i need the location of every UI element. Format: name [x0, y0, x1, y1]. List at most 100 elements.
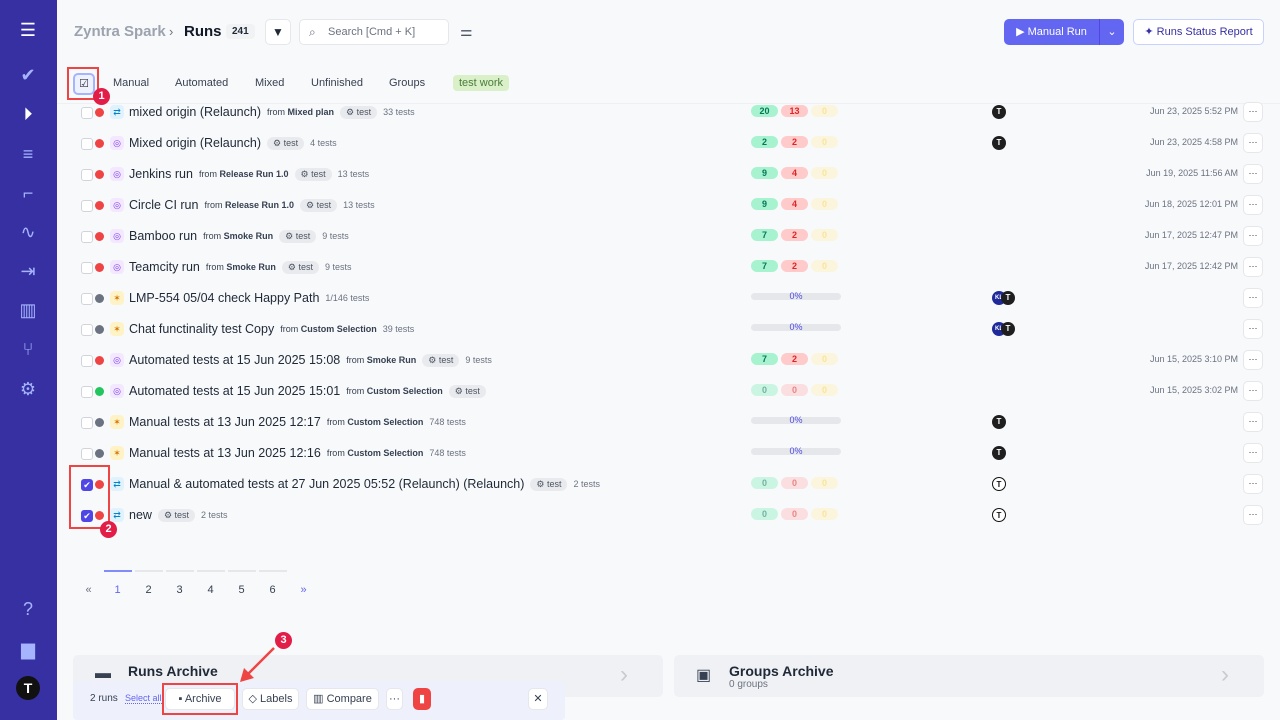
run-row[interactable]: ✶ LMP-554 05/04 check Happy Path 1/146 tes…: [57, 284, 1280, 315]
row-checkbox[interactable]: [81, 448, 93, 460]
tab-unfinished[interactable]: Unfinished: [311, 77, 363, 89]
page-4[interactable]: 4: [207, 584, 214, 596]
run-row[interactable]: ◎ Jenkins run from Release Run 1.0 ⚙ test 13…: [57, 160, 1280, 191]
row-more-button[interactable]: ···: [1243, 443, 1263, 463]
filter-button[interactable]: ▼: [265, 19, 291, 45]
row-more-button[interactable]: ···: [1243, 226, 1263, 246]
row-checkbox[interactable]: [81, 262, 93, 274]
row-more-button[interactable]: ···: [1243, 133, 1263, 153]
row-more-button[interactable]: ···: [1243, 474, 1263, 494]
select-all-link[interactable]: Select all: [125, 693, 162, 704]
steps-icon[interactable]: ⌐: [22, 183, 34, 203]
row-more-button[interactable]: ···: [1243, 412, 1263, 432]
settings-sliders-icon[interactable]: ⚌: [460, 23, 473, 39]
page-1[interactable]: 1: [114, 584, 121, 596]
run-title[interactable]: Manual tests at 13 Jun 2025 12:17: [129, 415, 321, 429]
run-title[interactable]: Automated tests at 15 Jun 2025 15:08: [129, 353, 341, 367]
row-checkbox[interactable]: [81, 138, 93, 150]
import-icon[interactable]: ⇥: [20, 261, 36, 281]
close-bulk-button[interactable]: ✕: [528, 688, 548, 710]
page-3[interactable]: 3: [176, 584, 183, 596]
row-checkbox[interactable]: [81, 324, 93, 336]
row-more-button[interactable]: ···: [1243, 195, 1263, 215]
menu-icon[interactable]: ☰: [19, 20, 37, 40]
row-checkbox[interactable]: [81, 417, 93, 429]
row-checkbox[interactable]: [81, 200, 93, 212]
play-circle-icon[interactable]: ⏵: [23, 104, 33, 124]
run-title[interactable]: Manual & automated tests at 27 Jun 2025 …: [129, 477, 525, 491]
select-mode-checkbox[interactable]: ☑: [73, 73, 95, 95]
delete-button[interactable]: ▮: [413, 688, 431, 710]
row-more-button[interactable]: ···: [1243, 288, 1263, 308]
tab-test-work[interactable]: test work: [453, 75, 510, 91]
manual-run-button[interactable]: ▶ Manual Run ⌄: [1004, 19, 1124, 45]
run-title[interactable]: LMP-554 05/04 check Happy Path: [129, 291, 320, 305]
row-checkbox[interactable]: [81, 107, 93, 119]
chevron-down-icon[interactable]: ⌄: [1099, 19, 1124, 45]
row-more-button[interactable]: ···: [1243, 319, 1263, 339]
row-more-button[interactable]: ···: [1243, 350, 1263, 370]
more-actions-button[interactable]: ···: [386, 688, 403, 710]
run-title[interactable]: Automated tests at 15 Jun 2025 15:01: [129, 384, 341, 398]
labels-button[interactable]: ◇ Labels: [242, 688, 299, 710]
search-input[interactable]: ⌕ Search [Cmd + K]: [299, 19, 449, 45]
run-row[interactable]: ✶ Manual tests at 13 Jun 2025 12:17 from C…: [57, 408, 1280, 439]
run-row[interactable]: ✶ Manual tests at 13 Jun 2025 12:16 from C…: [57, 439, 1280, 470]
run-title[interactable]: Jenkins run: [129, 167, 193, 181]
run-title[interactable]: Mixed origin (Relaunch): [129, 136, 262, 150]
compare-button[interactable]: ▥ Compare: [306, 688, 379, 710]
row-more-button[interactable]: ···: [1243, 164, 1263, 184]
row-checkbox[interactable]: [81, 355, 93, 367]
checklist-icon[interactable]: ≡: [22, 144, 34, 164]
help-icon[interactable]: ?: [22, 599, 33, 619]
page-6[interactable]: 6: [269, 584, 276, 596]
run-row[interactable]: ⇄ mixed origin (Relaunch) from Mixed plan ⚙…: [57, 98, 1280, 129]
row-checkbox[interactable]: ✔: [81, 479, 93, 491]
breadcrumb-project[interactable]: Zyntra Spark: [74, 23, 166, 40]
tab-mixed[interactable]: Mixed: [255, 77, 285, 89]
run-row[interactable]: ◎ Mixed origin (Relaunch) ⚙ test 4 tests 2 2 0…: [57, 129, 1280, 160]
run-title[interactable]: Bamboo run: [129, 229, 198, 243]
run-row[interactable]: ◎ Bamboo run from Smoke Run ⚙ test 9 tests 7 2…: [57, 222, 1280, 253]
folder-icon[interactable]: ▆: [21, 639, 35, 659]
run-row[interactable]: ◎ Automated tests at 15 Jun 2025 15:01 fro…: [57, 377, 1280, 408]
row-checkbox[interactable]: [81, 293, 93, 305]
archive-button[interactable]: ▪ Archive: [165, 688, 235, 710]
tab-automated[interactable]: Automated: [175, 77, 229, 89]
gear-icon[interactable]: ⚙: [19, 379, 37, 399]
row-more-button[interactable]: ···: [1243, 102, 1263, 122]
run-title[interactable]: mixed origin (Relaunch): [129, 105, 262, 119]
run-title[interactable]: Teamcity run: [129, 260, 200, 274]
row-checkbox[interactable]: ✔: [81, 510, 93, 522]
run-title[interactable]: new: [129, 508, 152, 522]
page-5[interactable]: 5: [238, 584, 245, 596]
row-checkbox[interactable]: [81, 386, 93, 398]
row-more-button[interactable]: ···: [1243, 257, 1263, 277]
run-source: from Custom Selection: [280, 324, 377, 334]
pulse-icon[interactable]: ∿: [20, 222, 36, 242]
prev-page-button[interactable]: «: [85, 584, 92, 596]
run-row[interactable]: ◎ Teamcity run from Smoke Run ⚙ test 9 tests…: [57, 253, 1280, 284]
run-row[interactable]: ◎ Automated tests at 15 Jun 2025 15:08 fro…: [57, 346, 1280, 377]
page-2[interactable]: 2: [145, 584, 152, 596]
tab-manual[interactable]: Manual: [113, 77, 150, 89]
row-more-button[interactable]: ···: [1243, 381, 1263, 401]
run-title[interactable]: Circle CI run: [129, 198, 199, 212]
run-title[interactable]: Chat functinality test Copy: [129, 322, 275, 336]
run-row[interactable]: ✔ ⇄ new ⚙ test 2 tests 0 0 0 T ···: [57, 501, 1280, 532]
branch-icon[interactable]: ⑂: [22, 339, 34, 359]
run-row[interactable]: ✶ Chat functinality test Copy from Custom …: [57, 315, 1280, 346]
run-row[interactable]: ✔ ⇄ Manual & automated tests at 27 Jun 202…: [57, 470, 1280, 501]
runs-status-report-button[interactable]: ✦ Runs Status Report: [1133, 19, 1264, 45]
row-checkbox[interactable]: [81, 169, 93, 181]
tab-groups[interactable]: Groups: [389, 77, 426, 89]
next-page-button[interactable]: »: [300, 584, 307, 596]
analytics-icon[interactable]: ▥: [19, 300, 37, 320]
user-avatar[interactable]: T: [16, 676, 40, 700]
row-checkbox[interactable]: [81, 231, 93, 243]
run-title[interactable]: Manual tests at 13 Jun 2025 12:16: [129, 446, 321, 460]
groups-archive-card[interactable]: ▣ Groups Archive 0 groups ›: [674, 655, 1264, 697]
row-more-button[interactable]: ···: [1243, 505, 1263, 525]
run-row[interactable]: ◎ Circle CI run from Release Run 1.0 ⚙ test…: [57, 191, 1280, 222]
check-icon[interactable]: ✔: [20, 65, 36, 85]
